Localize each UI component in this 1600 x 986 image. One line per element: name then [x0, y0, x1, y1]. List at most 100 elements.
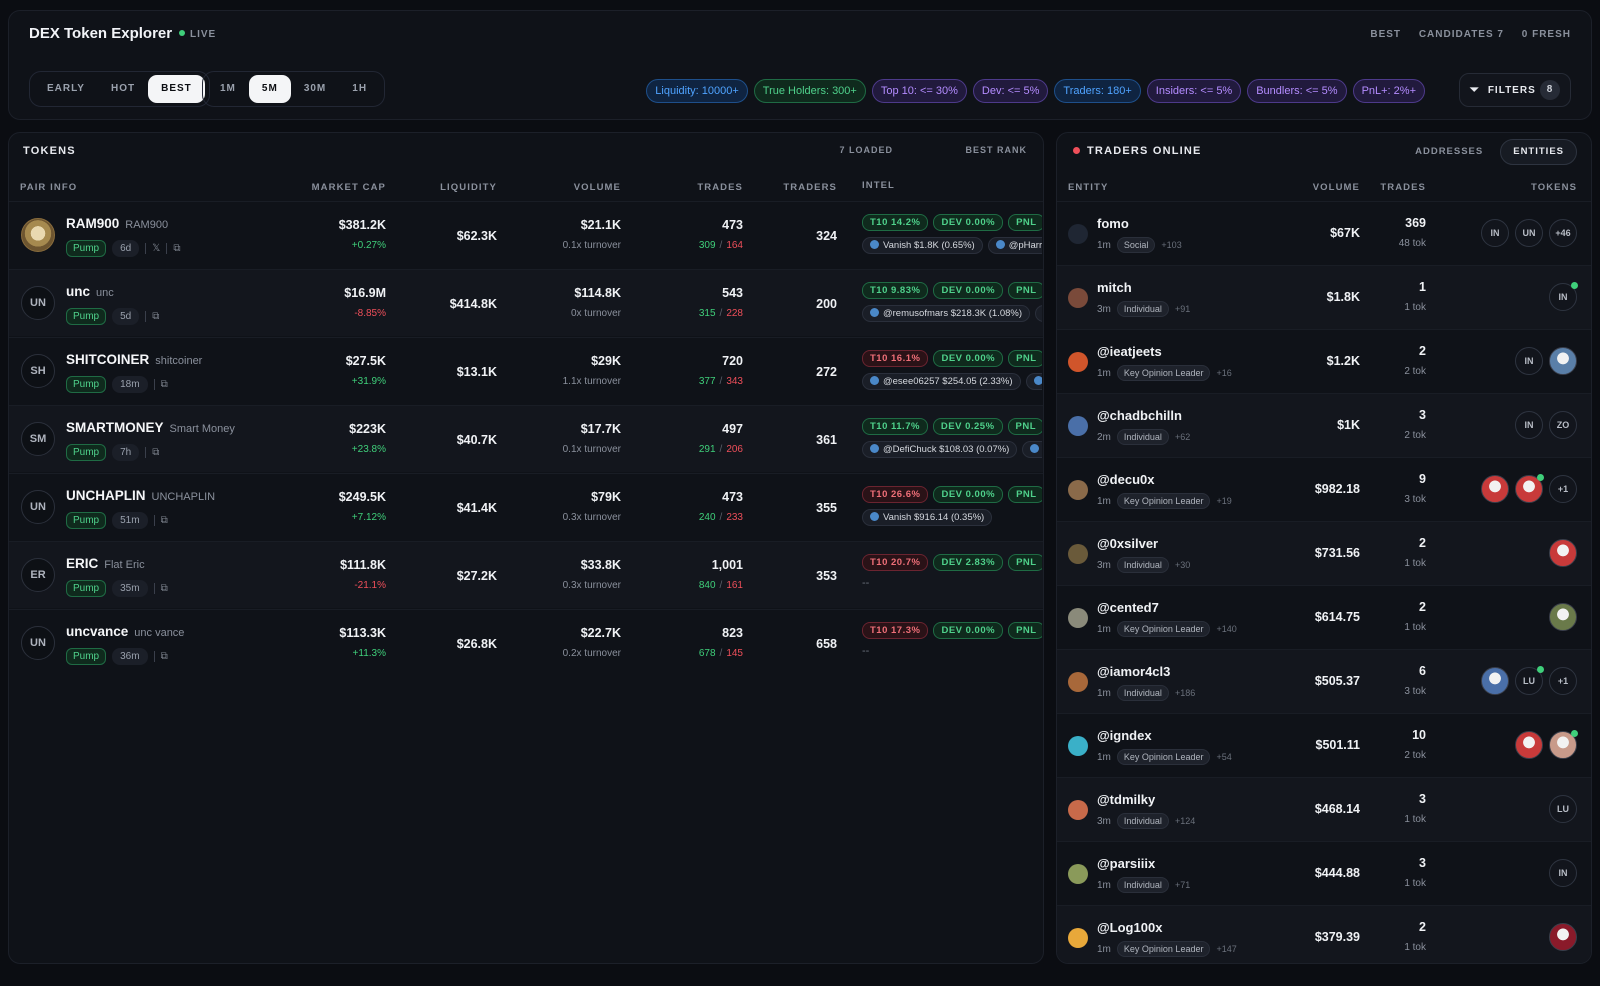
holder-mention[interactable]: @esee06257 $254.05 (2.33%): [862, 373, 1021, 390]
token-symbol[interactable]: SHITCOINER shitcoiner: [66, 352, 203, 367]
holder-mention[interactable]: Vanish $1.8K (0.65%): [862, 237, 983, 254]
trader-name[interactable]: @decu0x: [1097, 472, 1155, 487]
timeframe-1h-button[interactable]: 1H: [352, 83, 368, 94]
tab-entities[interactable]: ENTITIES: [1500, 139, 1577, 165]
mode-early-button[interactable]: EARLY: [47, 83, 85, 94]
token-chip[interactable]: IN: [1549, 282, 1578, 311]
token-row[interactable]: ER ERIC Flat Eric Pump 35m ⧉ $111.8K -21.1% $27.…: [9, 541, 1043, 608]
token-image-icon[interactable]: [1481, 667, 1509, 695]
filter-chip-traders[interactable]: Traders: 180+: [1054, 79, 1141, 103]
tab-addresses[interactable]: ADDRESSES: [1415, 146, 1484, 157]
copy-icon[interactable]: ⧉: [160, 583, 168, 594]
token-row[interactable]: UN uncvance unc vance Pump 36m ⧉ $113.3K +11.3%…: [9, 609, 1043, 676]
trader-row[interactable]: @ieatjeets 1m Key Opinion Leader +16 $1.2K 2 2…: [1057, 329, 1591, 393]
copy-icon[interactable]: ⧉: [173, 243, 181, 254]
trader-name[interactable]: mitch: [1097, 280, 1132, 295]
trader-row[interactable]: @decu0x 1m Key Opinion Leader +19 $982.18 9 3 …: [1057, 457, 1591, 521]
copy-icon[interactable]: ⧉: [160, 515, 168, 526]
token-chip[interactable]: LU: [1549, 795, 1577, 823]
holder-mention[interactable]: [1025, 373, 1042, 390]
col-trader-trades[interactable]: TRADES: [1380, 182, 1426, 193]
trader-row[interactable]: @cented7 1m Key Opinion Leader +140 $614.75 2…: [1057, 585, 1591, 649]
trader-name[interactable]: @Log100x: [1097, 920, 1163, 935]
filter-chip-top10[interactable]: Top 10: <= 30%: [871, 79, 967, 103]
token-image-icon[interactable]: [1481, 475, 1509, 503]
token-symbol[interactable]: ERIC Flat Eric: [66, 556, 145, 571]
holder-mention[interactable]: Vanish $916.14 (0.35%): [862, 509, 993, 526]
holder-mention[interactable]: [1035, 305, 1042, 322]
copy-icon[interactable]: ⧉: [152, 447, 160, 458]
trader-row[interactable]: fomo 1m Social +103 $67K 369 48 tok IN UN +46: [1057, 201, 1591, 265]
holder-mention[interactable]: @remusofmars $218.3K (1.08%): [862, 305, 1031, 322]
copy-icon[interactable]: ⧉: [160, 651, 168, 662]
filter-chip-liquidity[interactable]: Liquidity: 10000+: [646, 79, 748, 103]
token-chip[interactable]: +46: [1549, 219, 1577, 247]
token-chip[interactable]: UN: [1515, 219, 1543, 247]
trader-row[interactable]: @chadbchilln 2m Individual +62 $1K 3 2 tok IN ZO: [1057, 393, 1591, 457]
mode-best-button[interactable]: BEST: [148, 75, 205, 103]
token-symbol[interactable]: uncvance unc vance: [66, 624, 185, 639]
token-image-icon[interactable]: [1549, 347, 1577, 375]
token-image-icon[interactable]: [1549, 923, 1577, 951]
trader-name[interactable]: @chadbchilln: [1097, 408, 1182, 423]
col-trader-volume[interactable]: VOLUME: [1312, 182, 1360, 193]
token-row[interactable]: SH SHITCOINER shitcoiner Pump 18m ⧉ $27.5K +31.…: [9, 337, 1043, 404]
token-chip[interactable]: LU: [1515, 666, 1544, 695]
col-pair-info[interactable]: PAIR INFO: [20, 182, 78, 193]
token-symbol[interactable]: RAM900 RAM900: [66, 216, 169, 231]
filter-chip-true-holders[interactable]: True Holders: 300+: [753, 79, 866, 103]
col-volume[interactable]: VOLUME: [573, 182, 621, 193]
timeframe-5m-button[interactable]: 5M: [248, 75, 291, 103]
holder-mention[interactable]: [1022, 441, 1042, 458]
token-image-icon[interactable]: [1549, 539, 1577, 567]
token-row[interactable]: UN unc unc Pump 5d ⧉ $16.9M -8.85% $414.8K $114.8…: [9, 269, 1043, 336]
token-image-icon[interactable]: [1549, 603, 1577, 631]
copy-icon[interactable]: ⧉: [152, 311, 160, 322]
token-symbol[interactable]: SMARTMONEY Smart Money: [66, 420, 235, 435]
filter-chip-dev[interactable]: Dev: <= 5%: [972, 79, 1049, 103]
trader-name[interactable]: @ieatjeets: [1097, 344, 1162, 359]
copy-icon[interactable]: ⧉: [160, 379, 168, 390]
token-chip[interactable]: IN: [1515, 347, 1543, 375]
trader-row[interactable]: mitch 3m Individual +91 $1.8K 1 1 tok IN: [1057, 265, 1591, 329]
col-entity[interactable]: ENTITY: [1068, 182, 1109, 193]
filter-chip-pnl[interactable]: PnL+: 2%+: [1352, 79, 1425, 103]
mode-hot-button[interactable]: HOT: [110, 83, 136, 94]
trader-row[interactable]: @iamor4cl3 1m Individual +186 $505.37 6 3 tok L…: [1057, 649, 1591, 713]
x-link-icon[interactable]: 𝕏: [152, 243, 161, 254]
holder-mention[interactable]: @pHarri: [987, 237, 1042, 254]
holder-mention[interactable]: @DefiChuck $108.03 (0.07%): [862, 441, 1018, 458]
trader-row[interactable]: @tdmilky 3m Individual +124 $468.14 3 1 tok LU: [1057, 777, 1591, 841]
filters-button[interactable]: ⏷ FILTERS 8: [1459, 73, 1571, 107]
token-row[interactable]: RAM900 RAM900 Pump 6d 𝕏 ⧉ $381.2K +0.27% $62.3K $…: [9, 201, 1043, 268]
timeframe-30m-button[interactable]: 30M: [303, 83, 327, 94]
trader-name[interactable]: @iamor4cl3: [1097, 664, 1171, 679]
col-traders[interactable]: TRADERS: [783, 182, 837, 193]
trader-row[interactable]: @0xsilver 3m Individual +30 $731.56 2 1 tok: [1057, 521, 1591, 585]
col-liquidity[interactable]: LIQUIDITY: [440, 182, 497, 193]
trader-name[interactable]: @tdmilky: [1097, 792, 1156, 807]
trader-name[interactable]: @cented7: [1097, 600, 1159, 615]
filter-chip-bundlers[interactable]: Bundlers: <= 5%: [1247, 79, 1347, 103]
filter-chip-insiders[interactable]: Insiders: <= 5%: [1146, 79, 1242, 103]
token-chip[interactable]: IN: [1549, 859, 1577, 887]
col-trades[interactable]: TRADES: [697, 182, 743, 193]
token-symbol[interactable]: unc unc: [66, 284, 114, 299]
tokens-rank-label[interactable]: BEST RANK: [965, 145, 1027, 155]
trader-row[interactable]: @parsiiix 1m Individual +71 $444.88 3 1 tok IN: [1057, 841, 1591, 905]
token-chip[interactable]: ZO: [1549, 411, 1577, 439]
trader-row[interactable]: @Log100x 1m Key Opinion Leader +147 $379.39 2…: [1057, 905, 1591, 963]
trader-name[interactable]: fomo: [1097, 216, 1129, 231]
token-image-icon[interactable]: [1515, 474, 1544, 503]
token-image-icon[interactable]: [1549, 730, 1578, 759]
col-market-cap[interactable]: MARKET CAP: [311, 182, 386, 193]
token-image-icon[interactable]: [1515, 731, 1543, 759]
trader-name[interactable]: @0xsilver: [1097, 536, 1159, 551]
timeframe-1m-button[interactable]: 1M: [220, 83, 236, 94]
token-chip[interactable]: +1: [1549, 475, 1577, 503]
trader-row[interactable]: @igndex 1m Key Opinion Leader +54 $501.11 10 2…: [1057, 713, 1591, 777]
token-chip[interactable]: IN: [1515, 411, 1543, 439]
trader-name[interactable]: @igndex: [1097, 728, 1152, 743]
token-chip[interactable]: +1: [1549, 667, 1577, 695]
token-symbol[interactable]: UNCHAPLIN UNCHAPLIN: [66, 488, 216, 503]
